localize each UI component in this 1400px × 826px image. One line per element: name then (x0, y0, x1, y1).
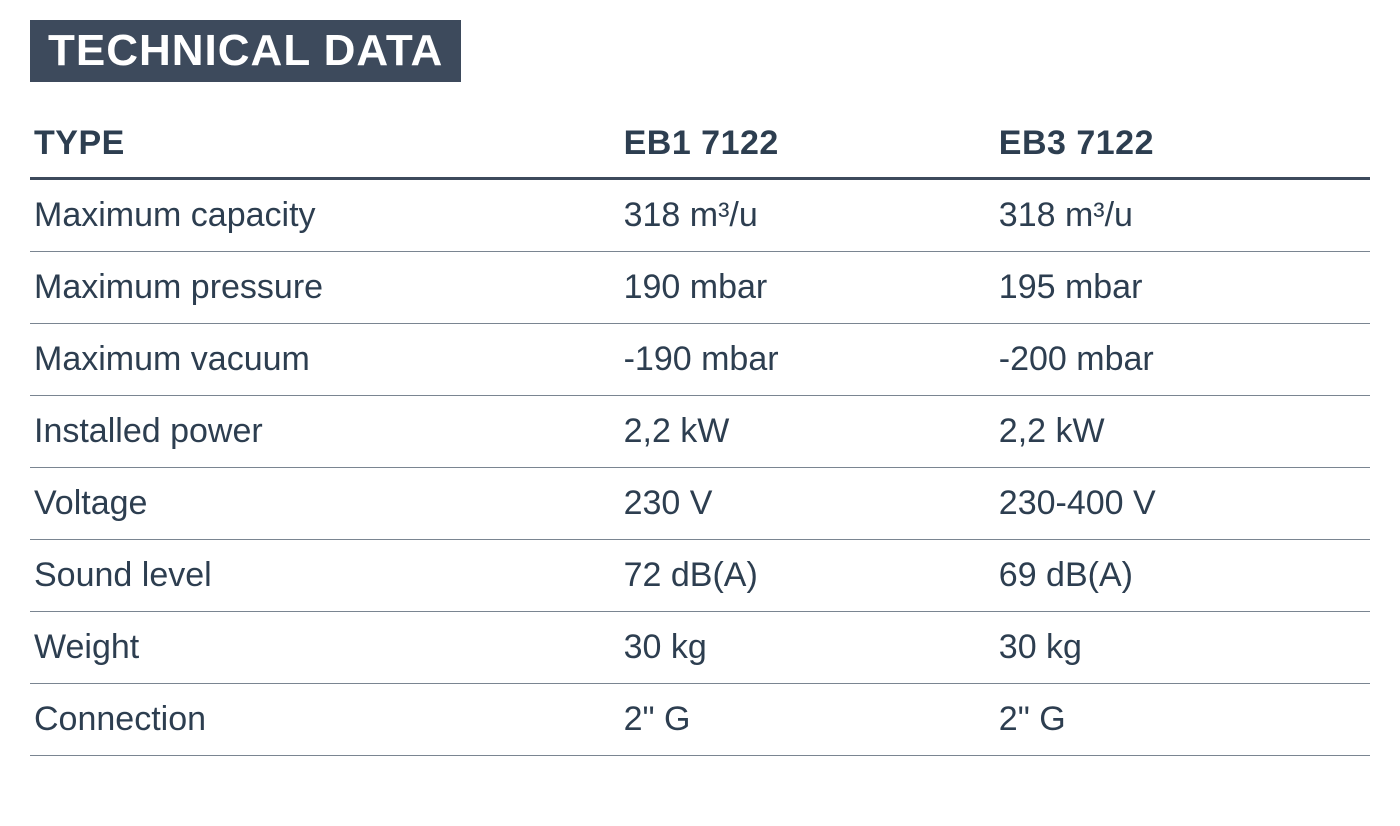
row-value-col2: 195 mbar (995, 252, 1370, 324)
table-row: Maximum vacuum -190 mbar -200 mbar (30, 324, 1370, 396)
row-value-col1: 2,2 kW (620, 396, 995, 468)
row-value-col1: 2" G (620, 684, 995, 756)
row-value-col2: 230-400 V (995, 468, 1370, 540)
row-value-col2: -200 mbar (995, 324, 1370, 396)
table-row: Maximum pressure 190 mbar 195 mbar (30, 252, 1370, 324)
row-label: Maximum pressure (30, 252, 620, 324)
row-label: Weight (30, 612, 620, 684)
table-row: Voltage 230 V 230-400 V (30, 468, 1370, 540)
table-row: Connection 2" G 2" G (30, 684, 1370, 756)
header-col1: EB1 7122 (620, 110, 995, 179)
header-col2: EB3 7122 (995, 110, 1370, 179)
header-type: TYPE (30, 110, 620, 179)
row-value-col1: 72 dB(A) (620, 540, 995, 612)
row-value-col2: 69 dB(A) (995, 540, 1370, 612)
table-row: Weight 30 kg 30 kg (30, 612, 1370, 684)
technical-data-table: TYPE EB1 7122 EB3 7122 Maximum capacity … (30, 110, 1370, 756)
row-value-col1: 318 m³/u (620, 179, 995, 252)
row-value-col2: 2" G (995, 684, 1370, 756)
table-row: Sound level 72 dB(A) 69 dB(A) (30, 540, 1370, 612)
row-value-col1: 230 V (620, 468, 995, 540)
row-value-col1: 190 mbar (620, 252, 995, 324)
row-value-col1: 30 kg (620, 612, 995, 684)
table-row: Maximum capacity 318 m³/u 318 m³/u (30, 179, 1370, 252)
table-row: Installed power 2,2 kW 2,2 kW (30, 396, 1370, 468)
row-label: Connection (30, 684, 620, 756)
row-value-col1: -190 mbar (620, 324, 995, 396)
row-label: Sound level (30, 540, 620, 612)
row-label: Maximum vacuum (30, 324, 620, 396)
row-value-col2: 318 m³/u (995, 179, 1370, 252)
row-label: Maximum capacity (30, 179, 620, 252)
row-label: Installed power (30, 396, 620, 468)
row-value-col2: 2,2 kW (995, 396, 1370, 468)
section-title: TECHNICAL DATA (30, 20, 461, 82)
table-header-row: TYPE EB1 7122 EB3 7122 (30, 110, 1370, 179)
row-value-col2: 30 kg (995, 612, 1370, 684)
row-label: Voltage (30, 468, 620, 540)
